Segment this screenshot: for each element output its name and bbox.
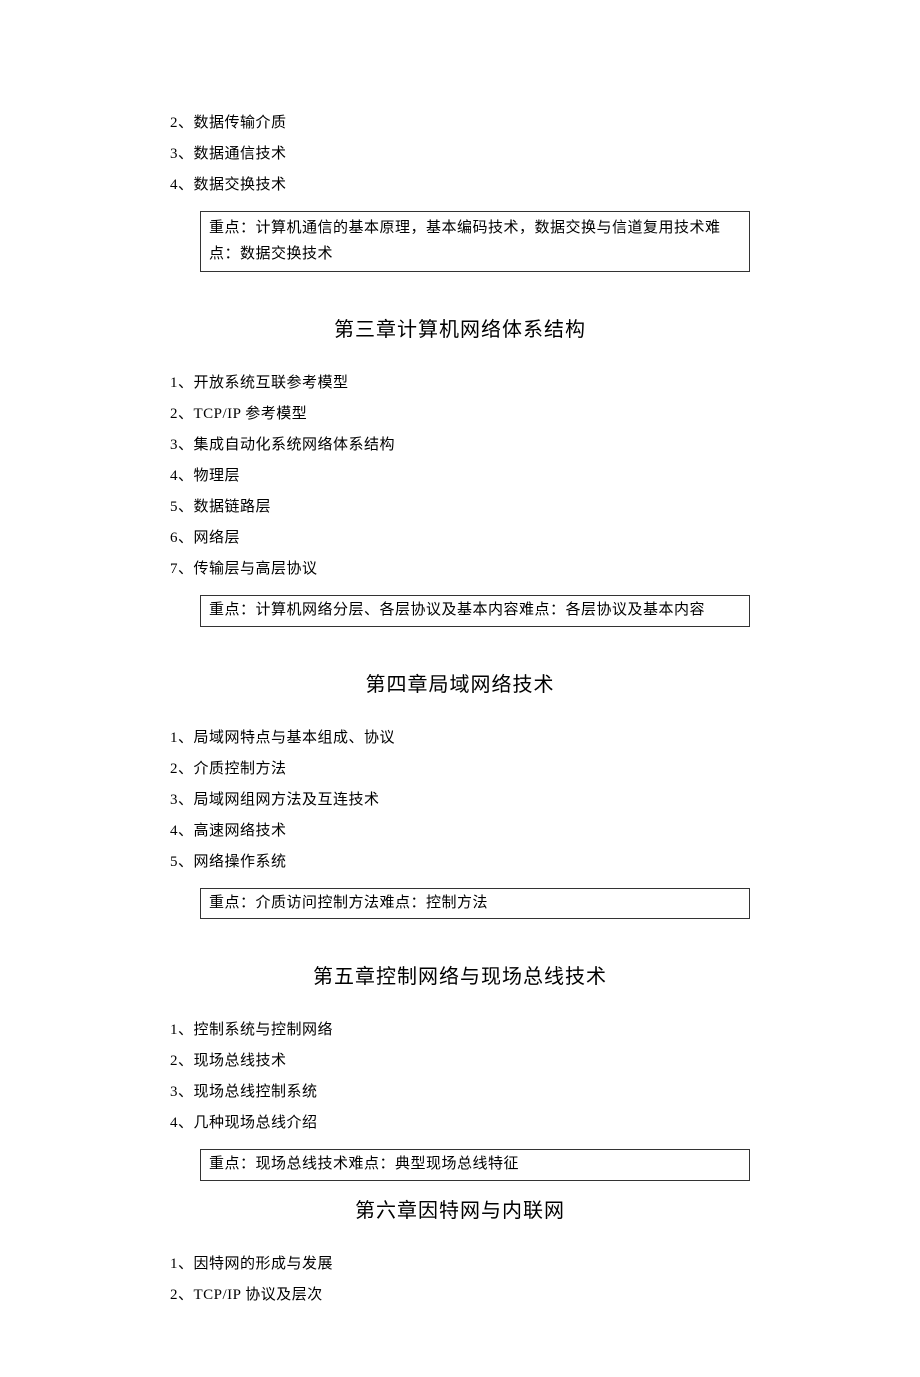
list-item: 3、现场总线控制系统 [170, 1079, 750, 1106]
list-item: 7、传输层与高层协议 [170, 556, 750, 583]
list-item: 4、数据交换技术 [170, 172, 750, 199]
chapter-3-section: 1、开放系统互联参考模型 2、TCP/IP 参考模型 3、集成自动化系统网络体系… [170, 370, 750, 627]
chapter-6-title: 第六章因特网与内联网 [170, 1193, 750, 1229]
chapter-3-title: 第三章计算机网络体系结构 [170, 312, 750, 348]
list-item: 5、网络操作系统 [170, 849, 750, 876]
list-item: 5、数据链路层 [170, 494, 750, 521]
list-item: 2、TCP/IP 协议及层次 [170, 1282, 750, 1309]
list-item: 4、物理层 [170, 463, 750, 490]
list-item: 4、几种现场总线介绍 [170, 1110, 750, 1137]
intro-section: 2、数据传输介质 3、数据通信技术 4、数据交换技术 重点：计算机通信的基本原理… [170, 110, 750, 272]
chapter-5-section: 1、控制系统与控制网络 2、现场总线技术 3、现场总线控制系统 4、几种现场总线… [170, 1017, 750, 1181]
callout-box: 重点：介质访问控制方法难点：控制方法 [200, 888, 750, 920]
chapter-4-title: 第四章局域网络技术 [170, 667, 750, 703]
list-item: 2、介质控制方法 [170, 756, 750, 783]
list-item: 2、数据传输介质 [170, 110, 750, 137]
list-item: 6、网络层 [170, 525, 750, 552]
list-item: 2、TCP/IP 参考模型 [170, 401, 750, 428]
list-item: 3、局域网组网方法及互连技术 [170, 787, 750, 814]
list-item: 1、控制系统与控制网络 [170, 1017, 750, 1044]
chapter-5-title: 第五章控制网络与现场总线技术 [170, 959, 750, 995]
list-item: 2、现场总线技术 [170, 1048, 750, 1075]
list-item: 1、开放系统互联参考模型 [170, 370, 750, 397]
callout-box: 重点：现场总线技术难点：典型现场总线特征 [200, 1149, 750, 1181]
list-item: 3、数据通信技术 [170, 141, 750, 168]
list-item: 1、因特网的形成与发展 [170, 1251, 750, 1278]
list-item: 3、集成自动化系统网络体系结构 [170, 432, 750, 459]
callout-box: 重点：计算机通信的基本原理，基本编码技术，数据交换与信道复用技术难点：数据交换技… [200, 211, 750, 272]
chapter-6-section: 1、因特网的形成与发展 2、TCP/IP 协议及层次 [170, 1251, 750, 1309]
list-item: 1、局域网特点与基本组成、协议 [170, 725, 750, 752]
list-item: 4、高速网络技术 [170, 818, 750, 845]
chapter-4-section: 1、局域网特点与基本组成、协议 2、介质控制方法 3、局域网组网方法及互连技术 … [170, 725, 750, 920]
callout-box: 重点：计算机网络分层、各层协议及基本内容难点：各层协议及基本内容 [200, 595, 750, 627]
